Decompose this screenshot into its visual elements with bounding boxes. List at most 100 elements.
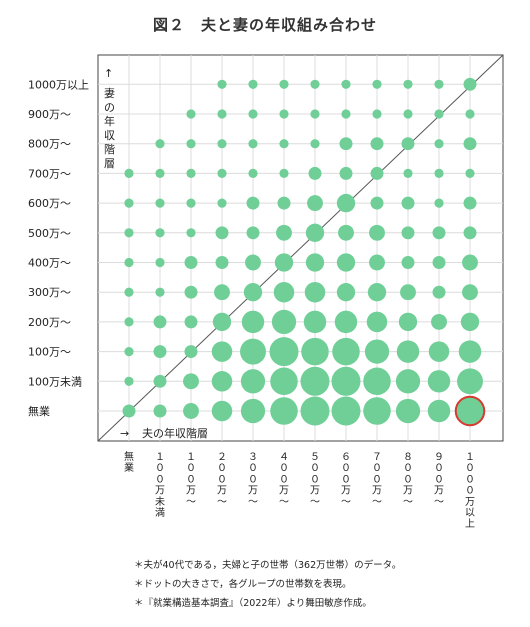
bubble-point [434,109,444,119]
bubble-point [246,226,260,240]
bubble-point [279,168,289,178]
bubble-point [332,337,360,366]
bubble-point [457,368,483,395]
x-tick-label: １００万未満 [155,452,165,519]
bubble-point [341,109,351,119]
bubble-point [370,137,384,151]
bubble-point [214,284,230,301]
footnote: ＊ドットの大きさで，各グループの世帯数を表現。 [134,579,352,590]
bubble-point [240,398,266,424]
y-tick-label: 無業 [28,404,50,418]
bubble-point [305,253,325,272]
bubble-point [336,253,356,272]
bubble-point [277,196,291,210]
bubble-point [401,256,415,269]
bubble-point [310,79,320,89]
bubble-point [217,109,227,119]
y-tick-label: 400万～ [28,257,71,270]
bubble-point [124,347,134,357]
bubble-point [434,79,444,89]
bubble-point [400,284,416,301]
bubble-point [248,139,258,149]
bubble-point [396,340,420,363]
bubble-point [248,168,258,178]
axis-notes: ↑ 妻の年収階層 → 夫の年収階層 [104,67,208,440]
bubble-point [369,254,385,271]
bubble-point [155,198,165,208]
y-tick-label: 200万～ [28,316,71,329]
bubble-point [305,223,325,242]
bubble-point [124,287,134,297]
bubble-point [217,168,227,178]
bubble-point [155,228,165,238]
bubble-point [124,317,134,327]
bubble-point [310,139,320,149]
bubble-point [240,338,266,365]
bubble-point [308,166,322,180]
bubble-point [279,109,289,119]
bubble-point [301,337,329,366]
y-tick-label: 800万～ [28,138,71,151]
bubble-point [211,341,233,362]
plot-border [97,54,504,442]
x-tick-label: 無業 [124,450,134,474]
x-tick-label: ５００万～ [310,452,320,508]
bubble-point [341,79,351,89]
bubble-point [153,374,167,388]
bubble-point [184,345,198,359]
bubble-point [273,281,295,303]
bubble-point [215,226,229,240]
bubble-point [372,79,382,89]
y-tick-labels: 無業 100万未満 100万～ 200万～ 300万～ 400万～ 500万～ 600万～ 70… [28,78,89,418]
bubble-point [370,166,384,180]
bubble-point [463,196,477,210]
bubble-point [331,396,361,426]
bubble-point [183,373,199,390]
bubble-point [307,195,323,212]
bubble-point [245,254,261,271]
bubble-point [460,312,480,332]
bubble-point [248,109,258,119]
bubble-point [269,337,299,367]
bubble-point [462,254,478,271]
chart-title: 図２ 夫と妻の年収組み合わせ [152,16,377,34]
bubble-point [155,257,165,268]
bubble-point [432,256,446,269]
y-tick-label: 700万～ [28,167,71,180]
bubble-point [276,224,292,241]
footnotes: ＊夫が40代である，夫婦と子の世帯（362万世帯）のデータ。 ＊ドットの大きさで… [134,556,401,613]
x-tick-label: ３００万～ [248,452,258,508]
bubble-point [186,109,196,119]
bubble-point [274,253,294,272]
bubble-point [363,397,391,425]
y-tick-label: 300万～ [28,286,71,299]
bubble-point [122,404,136,418]
bubble-point [432,285,446,299]
bubble-point [364,339,390,364]
y-tick-label: 100万未満 [28,375,82,388]
bubbles [122,77,486,427]
bubble-point [155,287,165,297]
bubble-point [403,79,413,89]
bubble-point [339,166,353,180]
x-tick-label: ２００万～ [217,452,227,508]
bubble-point [217,139,227,149]
bubble-point [434,198,444,208]
bubble-point [428,341,450,362]
bubble-point [243,283,263,302]
bubble-point [395,369,421,394]
bubble-point [463,77,477,91]
bubble-point [363,367,391,396]
bubble-point [300,396,330,426]
bubble-point [279,79,289,89]
bubble-point [367,283,387,302]
bubble-point [395,398,421,424]
bubble-point [212,312,232,332]
diagonal-line [97,54,504,442]
bubble-point [240,369,266,394]
x-tick-label: １０００万以上 [465,452,475,530]
y-tick-label: 600万～ [28,197,71,210]
bubble-point [211,371,233,392]
bubble-point [271,309,297,335]
bubble-point [155,168,165,178]
